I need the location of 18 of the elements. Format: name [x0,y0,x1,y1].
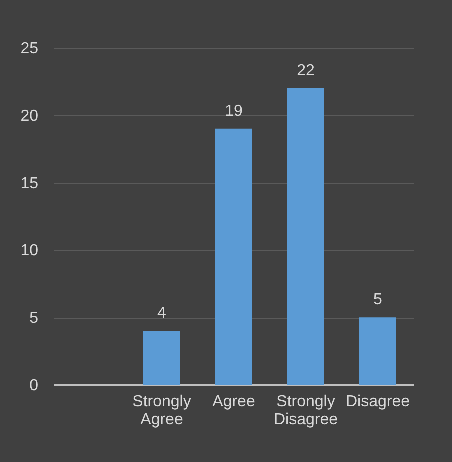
x-tick-label: Strongly Agree [132,394,192,428]
y-tick-label: 15 [20,175,39,192]
x-tick-label: Agree [212,394,256,410]
data-label: 5 [374,292,383,309]
x-tick-label: Strongly Disagree [274,394,338,428]
y-tick-label: 10 [20,242,39,260]
data-label: 22 [297,62,315,80]
y-tick-label: 25 [20,40,39,58]
x-tick-label: Disagree [346,394,410,410]
data-label: 4 [158,305,167,322]
bar [360,318,396,385]
data-label: 19 [225,102,243,120]
bar [144,331,180,385]
y-tick-label: 5 [30,310,39,328]
bar [216,128,252,385]
bar [288,88,324,385]
y-tick-label: 0 [30,378,39,394]
y-tick-label: 20 [20,108,39,125]
